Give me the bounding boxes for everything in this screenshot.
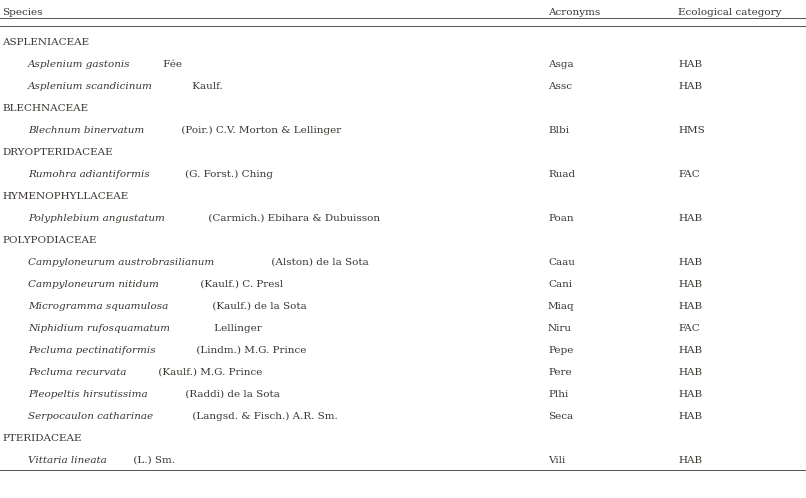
Text: POLYPODIACEAE: POLYPODIACEAE: [2, 236, 97, 245]
Text: (Lindm.) M.G. Prince: (Lindm.) M.G. Prince: [193, 346, 306, 355]
Text: Cani: Cani: [548, 280, 572, 289]
Text: Niru: Niru: [548, 324, 572, 333]
Text: (Poir.) C.V. Morton & Lellinger: (Poir.) C.V. Morton & Lellinger: [178, 126, 341, 135]
Text: Asga: Asga: [548, 60, 574, 69]
Text: HAB: HAB: [678, 60, 702, 69]
Text: Microgramma squamulosa: Microgramma squamulosa: [28, 302, 168, 311]
Text: Caau: Caau: [548, 258, 575, 267]
Text: (Langsd. & Fisch.) A.R. Sm.: (Langsd. & Fisch.) A.R. Sm.: [189, 412, 339, 421]
Text: Kaulf.: Kaulf.: [189, 82, 223, 91]
Text: Plhi: Plhi: [548, 390, 568, 399]
Text: Campyloneurum austrobrasilianum: Campyloneurum austrobrasilianum: [28, 258, 214, 267]
Text: Serpocaulon catharinae: Serpocaulon catharinae: [28, 412, 153, 421]
Text: HAB: HAB: [678, 390, 702, 399]
Text: HMS: HMS: [678, 126, 704, 135]
Text: Poan: Poan: [548, 214, 574, 223]
Text: (Raddi) de la Sota: (Raddi) de la Sota: [182, 390, 280, 399]
Text: Lellinger: Lellinger: [211, 324, 262, 333]
Text: (Kaulf.) C. Presl: (Kaulf.) C. Presl: [197, 280, 283, 289]
Text: Vittaria lineata: Vittaria lineata: [28, 456, 106, 465]
Text: (Kaulf.) M.G. Prince: (Kaulf.) M.G. Prince: [155, 368, 262, 377]
Text: Campyloneurum nitidum: Campyloneurum nitidum: [28, 280, 159, 289]
Text: (Kaulf.) de la Sota: (Kaulf.) de la Sota: [209, 302, 307, 311]
Text: FAC: FAC: [678, 324, 700, 333]
Text: PTERIDACEAE: PTERIDACEAE: [2, 434, 81, 443]
Text: Rumohra adiantiformis: Rumohra adiantiformis: [28, 170, 150, 179]
Text: Pleopeltis hirsutissima: Pleopeltis hirsutissima: [28, 390, 147, 399]
Text: Miaq: Miaq: [548, 302, 575, 311]
Text: Niphidium rufosquamatum: Niphidium rufosquamatum: [28, 324, 170, 333]
Text: ASPLENIACEAE: ASPLENIACEAE: [2, 38, 89, 47]
Text: Pecluma pectinatiformis: Pecluma pectinatiformis: [28, 346, 156, 355]
Text: Assc: Assc: [548, 82, 572, 91]
Text: (Alston) de la Sota: (Alston) de la Sota: [268, 258, 369, 267]
Text: Acronyms: Acronyms: [548, 8, 600, 17]
Text: FAC: FAC: [678, 170, 700, 179]
Text: HAB: HAB: [678, 412, 702, 421]
Text: HAB: HAB: [678, 258, 702, 267]
Text: Pepe: Pepe: [548, 346, 573, 355]
Text: HAB: HAB: [678, 456, 702, 465]
Text: BLECHNACEAE: BLECHNACEAE: [2, 104, 88, 113]
Text: Pecluma recurvata: Pecluma recurvata: [28, 368, 127, 377]
Text: HAB: HAB: [678, 82, 702, 91]
Text: Vili: Vili: [548, 456, 565, 465]
Text: Seca: Seca: [548, 412, 573, 421]
Text: Asplenium scandicinum: Asplenium scandicinum: [28, 82, 153, 91]
Text: Ecological category: Ecological category: [678, 8, 782, 17]
Text: Asplenium gastonis: Asplenium gastonis: [28, 60, 131, 69]
Text: Fée: Fée: [160, 60, 182, 69]
Text: Blechnum binervatum: Blechnum binervatum: [28, 126, 144, 135]
Text: HAB: HAB: [678, 302, 702, 311]
Text: HAB: HAB: [678, 214, 702, 223]
Text: Polyphlebium angustatum: Polyphlebium angustatum: [28, 214, 165, 223]
Text: HAB: HAB: [678, 368, 702, 377]
Text: HAB: HAB: [678, 280, 702, 289]
Text: DRYOPTERIDACEAE: DRYOPTERIDACEAE: [2, 148, 113, 157]
Text: Blbi: Blbi: [548, 126, 569, 135]
Text: (Carmich.) Ebihara & Dubuisson: (Carmich.) Ebihara & Dubuisson: [205, 214, 380, 223]
Text: Species: Species: [2, 8, 43, 17]
Text: (L.) Sm.: (L.) Sm.: [130, 456, 175, 465]
Text: (G. Forst.) Ching: (G. Forst.) Ching: [185, 170, 273, 179]
Text: HAB: HAB: [678, 346, 702, 355]
Text: HYMENOPHYLLACEAE: HYMENOPHYLLACEAE: [2, 192, 128, 201]
Text: Pere: Pere: [548, 368, 571, 377]
Text: Ruad: Ruad: [548, 170, 575, 179]
